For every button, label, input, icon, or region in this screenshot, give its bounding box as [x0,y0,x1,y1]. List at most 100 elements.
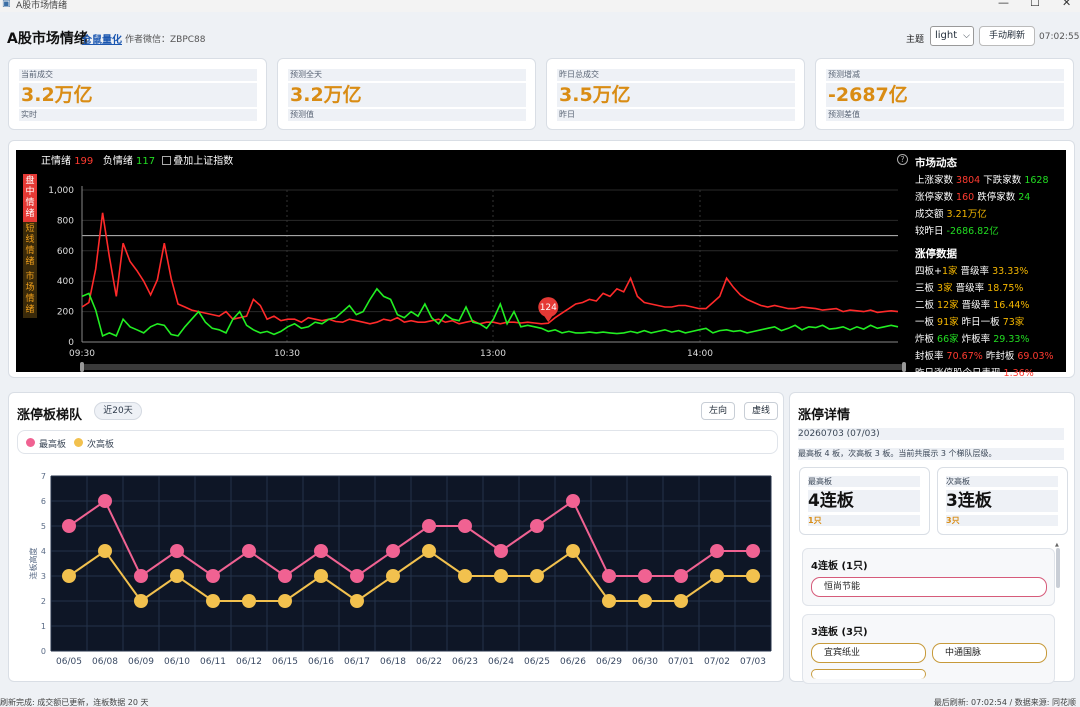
status-bar: 刷新完成: 成交额已更新，连板数据 20 天 最后刷新: 07:02:54 / … [0,697,1080,707]
stock-chip[interactable]: 中通国脉 [932,643,1047,663]
promo-rate: 18.75% [987,283,1024,294]
one-board-count: 91家 [937,317,959,328]
board-label: 四板+ [915,266,942,277]
brand-link[interactable]: 仓鼠量化 [82,35,122,46]
theme-label: 主题 [906,35,925,45]
status-right: 最后刷新: 07:02:54 / 数据来源: 同花顺 [933,698,1076,707]
sentiment-chart-area [16,150,1066,372]
scroll-up-icon[interactable]: ▲ [1055,542,1059,548]
tab-market[interactable]: 市场情绪 [23,270,37,318]
theme-select[interactable]: light ⌵ [930,26,974,46]
yday-one-label: 昨日一板 [961,317,1000,328]
detail-date: 20260703 (07/03) [798,428,1064,440]
legend-highest[interactable]: 最高板 [39,440,67,450]
group-3-board: 3连板 (3只) 宜宾纸业 中通国脉 [802,614,1055,684]
window-titlebar: ▣ A股市场情绪 — ☐ ✕ [0,0,1080,12]
minimize-button[interactable]: — [998,0,1009,9]
market-stats: 市场动态 上涨家数 3804 下跌家数 1628 涨停家数 160 跌停家数 2… [915,155,1065,382]
turnover-label: 成交额 [915,209,944,220]
yday-seal-rate: 69.03% [1017,351,1054,362]
card-value: -2687亿 [826,83,1064,107]
mini-label: 最高板 [808,476,920,487]
turnover-value: 3.21万亿 [946,209,987,220]
neg-label: 负情绪 [102,156,133,167]
dashed-line-button[interactable]: 虚线 [744,402,778,420]
board-count: 12家 [937,300,959,311]
limit-down-label: 跌停家数 [977,192,1016,203]
help-icon[interactable]: ? [897,154,908,165]
app-icon: ▣ [2,0,11,9]
detail-scrollbar[interactable] [1056,548,1060,588]
card-forecast-delta: 预测增减 -2687亿 预测差值 [815,58,1074,130]
mini-count: 1只 [808,515,920,526]
board-label: 三板 [915,283,935,294]
tab-intraday[interactable]: 盘中情绪 [23,174,37,222]
group-4-board: 4连板 (1只) 恒尚节能 [802,548,1055,606]
highest-board-card: 最高板 4连板 1只 [799,467,930,535]
card-value: 3.5万亿 [557,83,795,107]
broken-rate-label: 炸板率 [961,334,991,345]
legend-second[interactable]: 次高板 [87,440,115,450]
pos-value: 199 [74,156,94,167]
stock-chip-partial[interactable] [811,669,926,679]
page-title: A股市场情绪 [7,31,88,47]
card-sub: 预测值 [288,109,526,121]
promo-label: 晋级率 [961,300,991,311]
broken-count: 66家 [937,334,959,345]
vs-value: -2686.82亿 [946,226,999,237]
stock-chip[interactable]: 宜宾纸业 [811,643,926,663]
yday-perf-label: 昨日涨停股今日表现 [915,368,1001,379]
down-label: 下跌家数 [983,175,1022,186]
limit-up-label: 涨停家数 [915,192,954,203]
overlay-label[interactable]: 叠加上证指数 [173,156,234,167]
neg-value: 117 [136,156,156,167]
card-yesterday-turnover: 昨日总成交 3.5万亿 昨日 [546,58,805,130]
status-left: 刷新完成: 成交额已更新，连板数据 20 天 [0,698,149,707]
down-count: 1628 [1024,175,1049,186]
legend-second-dot [74,438,83,447]
chevron-down-icon: ⌵ [963,31,970,41]
mini-count: 3只 [946,515,1058,526]
promo-rate: 33.33% [992,266,1029,277]
header: A股市场情绪 仓鼠量化 作者微信：ZBPC88 主题 light ⌵ 手动刷新 … [0,22,1080,54]
overlay-checkbox[interactable] [162,156,172,165]
broken-rate: 29.33% [993,334,1030,345]
card-label: 当前成交 [19,69,257,81]
promo-rate: 16.44% [993,300,1030,311]
card-label: 昨日总成交 [557,69,795,81]
seal-label: 封板率 [915,351,944,362]
detail-note: 最高板 4 板，次高板 3 板。当前共展示 3 个梯队层级。 [798,448,1064,460]
limit-down-count: 24 [1018,192,1031,203]
mini-value: 3连板 [946,490,1058,512]
theme-value: light [935,30,958,41]
legend-highest-dot [26,438,35,447]
mini-label: 次高板 [946,476,1058,487]
card-value: 3.2万亿 [288,83,526,107]
refresh-button[interactable]: 手动刷新 [979,26,1035,46]
card-value: 3.2万亿 [19,83,257,107]
up-count: 3804 [956,175,981,186]
mini-value: 4连板 [808,490,920,512]
group-title: 4连板 (1只) [811,561,868,572]
broken-label: 炸板 [915,334,935,345]
limit-title: 涨停数据 [915,248,957,260]
close-button[interactable]: ✕ [1062,0,1072,9]
period-chip[interactable]: 近20天 [94,402,142,420]
ladder-title: 涨停板梯队 [17,408,83,423]
detail-title: 涨停详情 [798,408,851,423]
window-title: A股市场情绪 [16,1,68,11]
sentiment-legend: 正情绪 199 负情绪 117 叠加上证指数 [41,152,233,167]
board-label: 二板 [915,300,935,311]
tab-short-term[interactable]: 短线情绪 [23,222,37,270]
one-board-label: 一板 [915,317,935,328]
limit-up-count: 160 [956,192,975,203]
seal-rate: 70.67% [946,351,983,362]
maximize-button[interactable]: ☐ [1030,0,1040,9]
second-board-card: 次高板 3连板 3只 [937,467,1068,535]
stock-chip[interactable]: 恒尚节能 [811,577,1047,597]
pos-label: 正情绪 [41,156,71,167]
ladder-legend: 最高板 次高板 [17,430,778,454]
direction-button[interactable]: 左向 [701,402,735,420]
card-sub: 实时 [19,109,257,121]
market-title: 市场动态 [915,157,957,169]
